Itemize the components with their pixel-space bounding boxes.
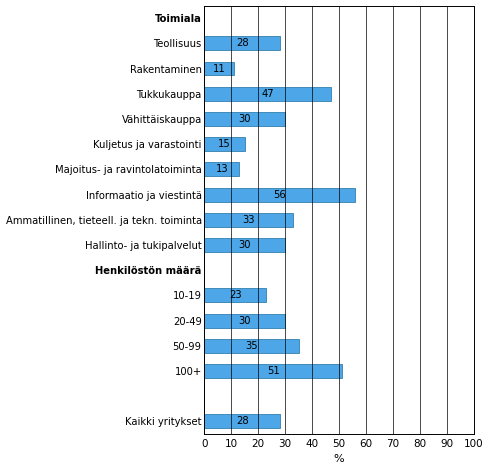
Text: 28: 28	[235, 39, 248, 48]
Bar	[204, 62, 234, 76]
Text: 47: 47	[261, 89, 273, 99]
Bar	[204, 163, 239, 176]
Bar	[204, 238, 285, 252]
Bar	[204, 339, 298, 353]
Text: 13: 13	[215, 164, 228, 174]
Text: 23: 23	[229, 290, 241, 300]
Text: 30: 30	[238, 316, 250, 326]
Text: 28: 28	[235, 416, 248, 426]
Bar	[204, 415, 279, 428]
Bar	[204, 137, 244, 151]
Bar	[204, 37, 279, 50]
Text: 56: 56	[273, 189, 285, 200]
Text: 51: 51	[266, 366, 279, 376]
Bar	[204, 87, 330, 101]
Bar	[204, 112, 285, 126]
Text: 30: 30	[238, 114, 250, 124]
Text: 33: 33	[242, 215, 255, 225]
Text: 35: 35	[245, 341, 257, 351]
Text: 30: 30	[238, 240, 250, 250]
Bar	[204, 213, 293, 227]
Text: 11: 11	[212, 63, 225, 74]
Bar	[204, 188, 354, 202]
Bar	[204, 289, 266, 302]
X-axis label: %: %	[333, 454, 344, 464]
Bar	[204, 364, 341, 378]
Text: 15: 15	[218, 139, 230, 149]
Bar	[204, 313, 285, 328]
